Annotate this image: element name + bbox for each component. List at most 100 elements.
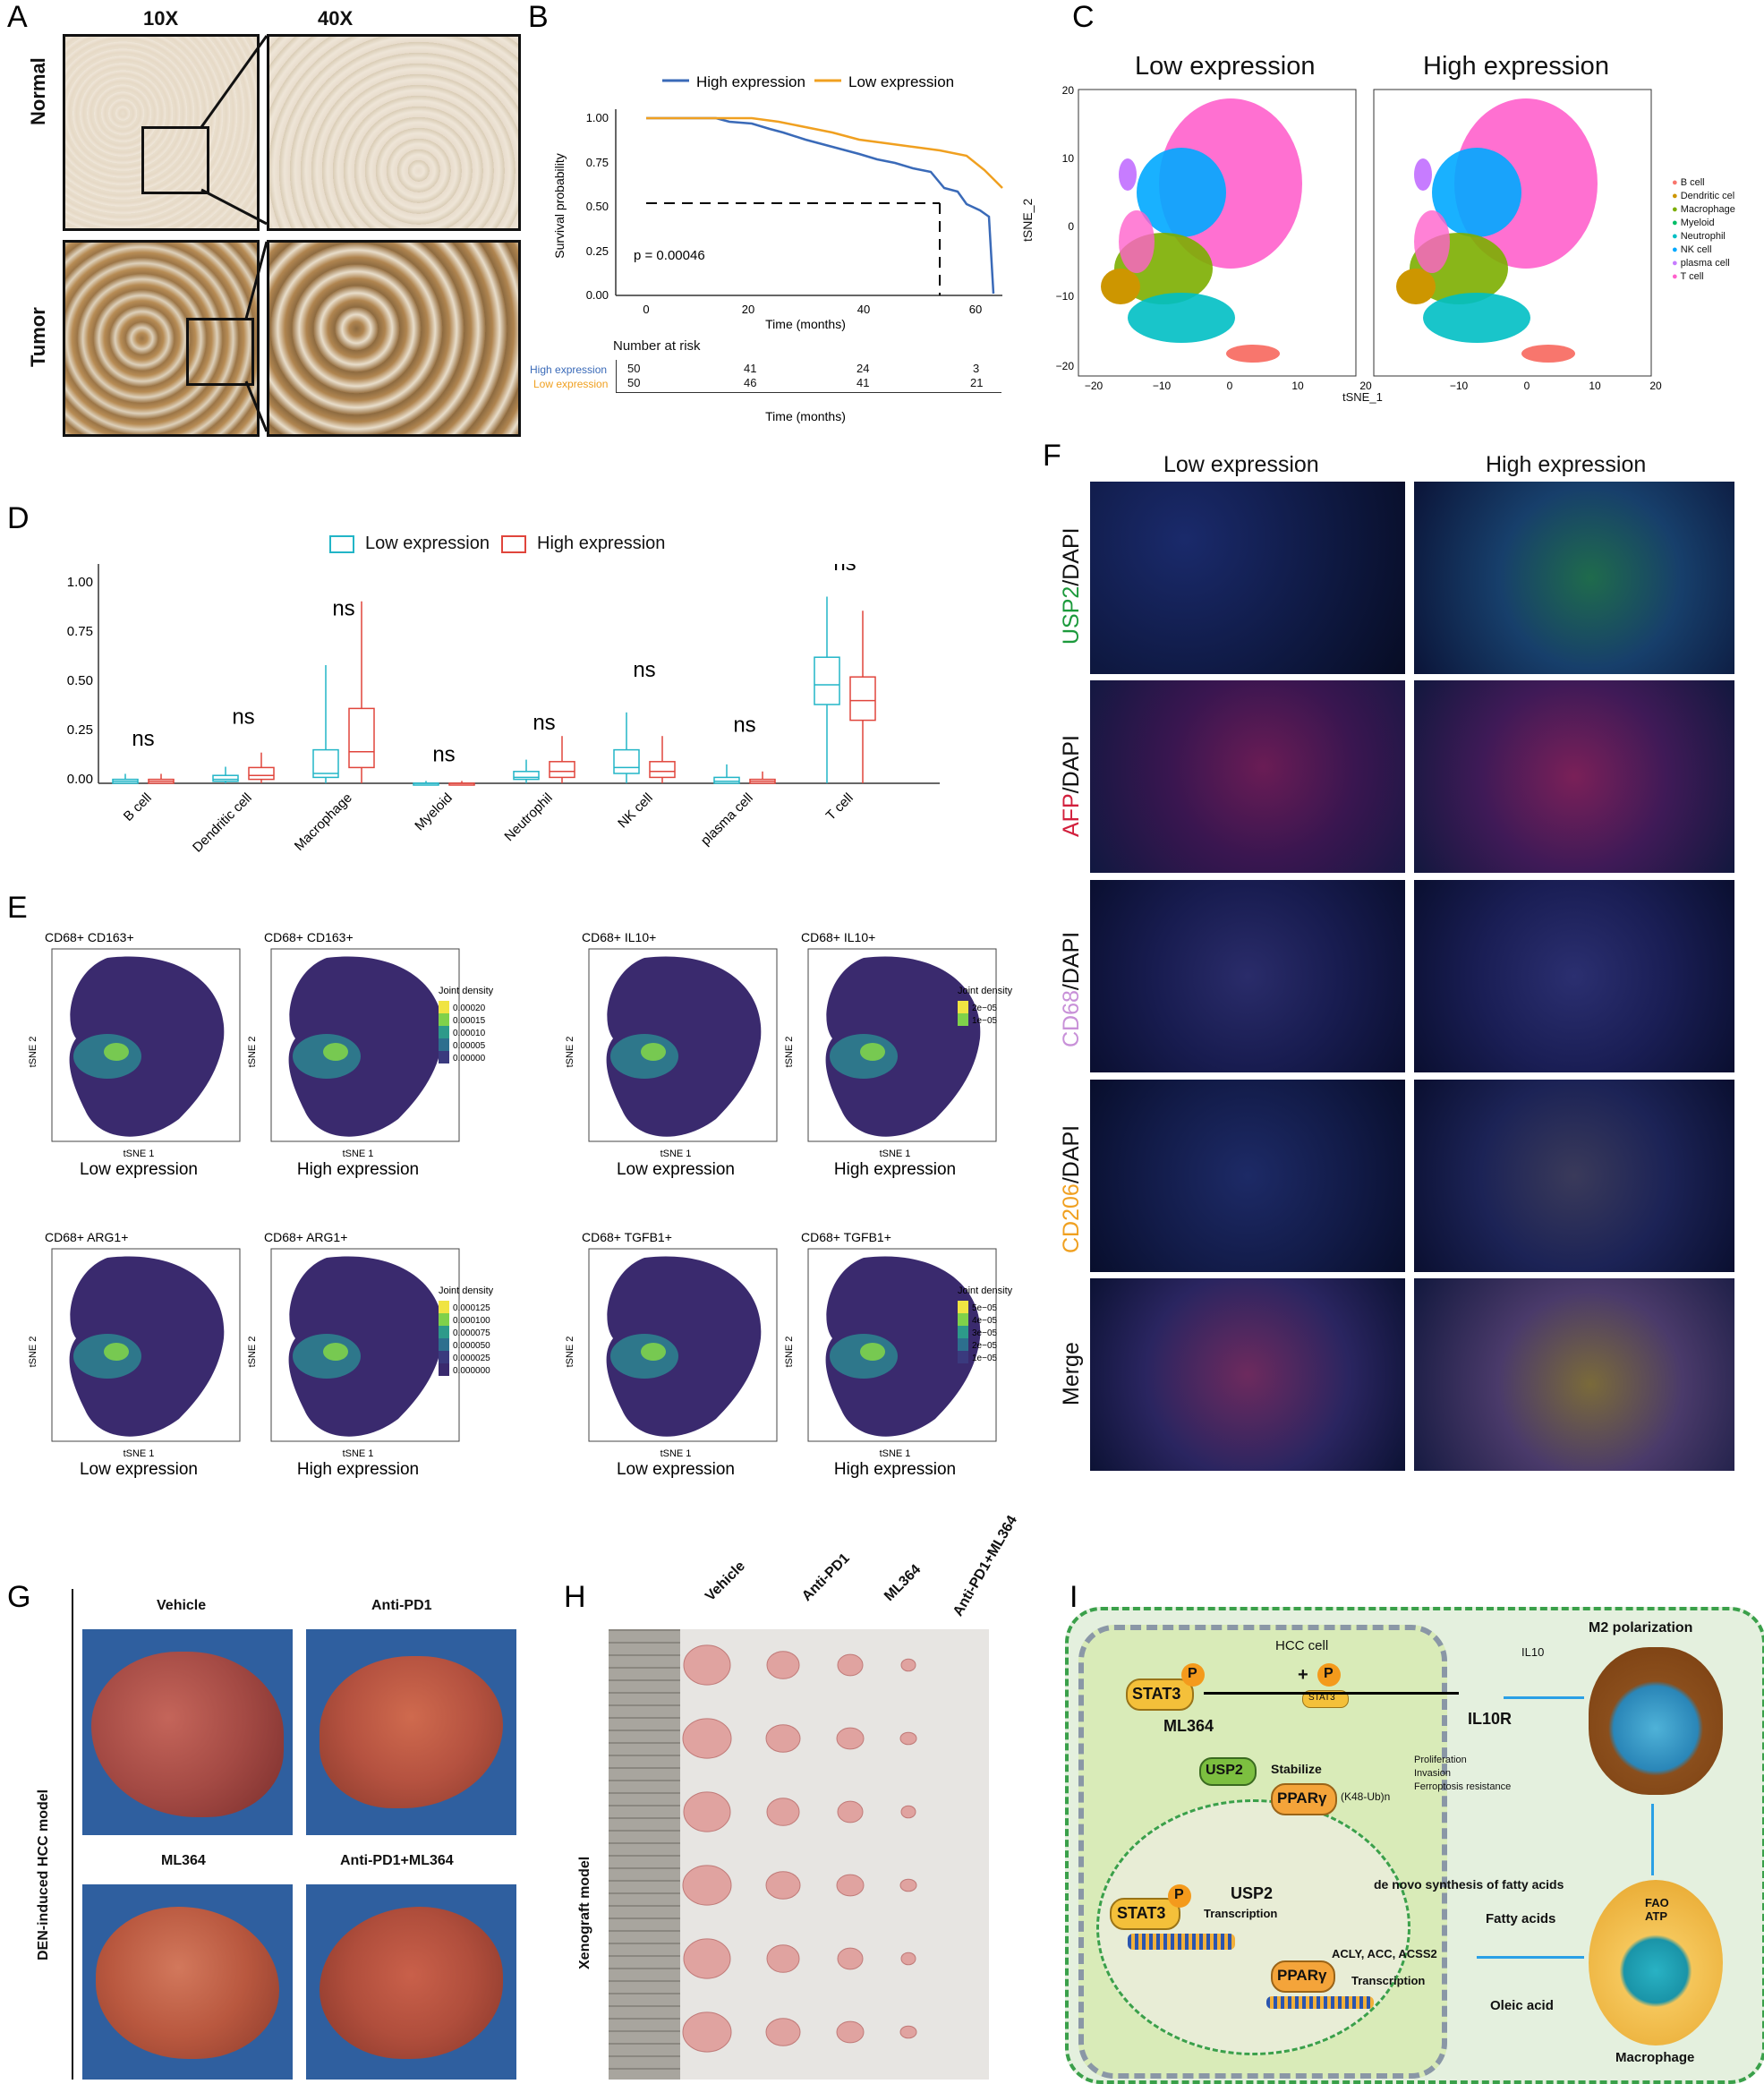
box-body	[549, 761, 575, 779]
d-legend-high: High expression	[537, 534, 666, 553]
density-xaxis: tSNE 1	[660, 1448, 692, 1459]
b-xtick-1: 20	[742, 303, 754, 316]
b-xtick-0: 0	[643, 303, 649, 316]
b-pvalue: p = 0.00046	[634, 248, 705, 263]
tumor-sample	[683, 1791, 731, 1832]
ihc-normal-40x	[267, 34, 521, 231]
tumor-sample	[837, 1800, 864, 1824]
i-plus: +	[1298, 1665, 1308, 1685]
d-ytick-0: 0.00	[67, 772, 93, 787]
usp2-high-image	[1414, 482, 1734, 674]
density-legend-value: 0.00015	[453, 1016, 486, 1026]
d-x-label: Macrophage	[292, 790, 355, 854]
i-ppar-nuc: PPARγ	[1271, 1960, 1335, 1993]
density-plots-e: CD68+ CD163+ tSNE 1 tSNE 2 Low expression CD…	[28, 930, 1013, 1479]
density-legend-swatch	[439, 1301, 449, 1313]
merge-low-image	[1090, 1278, 1405, 1471]
i-il10r: IL10R	[1468, 1710, 1513, 1728]
d-x-label: B cell	[121, 790, 155, 824]
density-peak	[641, 1343, 666, 1361]
d-ytick-2: 0.50	[67, 673, 93, 688]
density-peak	[860, 1343, 885, 1361]
panel-label-h: H	[564, 1580, 586, 1614]
density-legend: Joint density 5e−05 4e−05 3e−05 2e−05 1e−05	[958, 1285, 1013, 1363]
c-ytick-0: 20	[1062, 85, 1075, 97]
risk-high-0: 50	[627, 362, 641, 375]
d-ytick-1: 0.25	[67, 722, 93, 738]
i-fao: FAO	[1645, 1896, 1669, 1909]
d-x-labels: B cell Dendritic cell Macrophage Myeloid Neu…	[121, 790, 856, 856]
c-xtick-h4: 20	[1649, 380, 1662, 392]
density-legend-swatch	[439, 1013, 449, 1026]
f-row-cd68: CD68/DAPI	[1059, 931, 1084, 1047]
i-hcc-label: HCC cell	[1275, 1638, 1329, 1653]
box-body	[212, 774, 239, 782]
c-ytick-4: −20	[1056, 360, 1075, 372]
density-title: CD68+ IL10+	[582, 930, 656, 944]
cd68-high-image	[1414, 880, 1734, 1072]
panel-label-d: D	[7, 501, 30, 535]
tumor-sample	[836, 1874, 865, 1897]
liver-combo-photo	[306, 1884, 516, 2080]
xenograft-photo	[609, 1629, 989, 2080]
i-p-nuc: P	[1168, 1884, 1191, 1908]
d-legend-low: Low expression	[365, 534, 490, 553]
density-peak	[104, 1343, 129, 1361]
density-peak	[104, 1043, 129, 1061]
panel-label-f: F	[1043, 439, 1061, 473]
c-ylabel: tSNE_2	[1020, 198, 1035, 242]
i-p-free: P	[1317, 1663, 1341, 1687]
d-ytick-3: 0.75	[67, 624, 93, 639]
f-row-merge: Merge	[1059, 1342, 1084, 1405]
d-ytick-4: 1.00	[67, 575, 93, 590]
density-legend-value: 5e−05	[972, 1303, 998, 1313]
c-xtick-l4: 20	[1359, 380, 1372, 392]
panel-label-e: E	[7, 891, 28, 925]
density-yaxis: tSNE 2	[247, 1037, 258, 1068]
density-subtitle: Low expression	[80, 1460, 198, 1479]
b-xtick-2: 40	[857, 303, 870, 316]
density-title: CD68+ CD163+	[264, 930, 354, 944]
h-col-1: Anti-PD1	[799, 1550, 853, 1605]
c-legend-2: Macrophage	[1680, 204, 1735, 215]
g-divider	[72, 1589, 73, 2080]
km-chart: High expression Low expression 0.00 0.25…	[552, 73, 1003, 423]
c-ytick-1: 10	[1062, 152, 1075, 165]
tumor-sample	[766, 1944, 800, 1973]
box-body	[248, 766, 275, 781]
density-plot: CD68+ TGFB1+ tSNE 1 tSNE 2 Low expression	[565, 1230, 778, 1479]
density-xaxis: tSNE 1	[124, 1448, 155, 1459]
density-legend-value: 2e−05	[972, 1341, 998, 1351]
ihc-normal-10x	[63, 34, 260, 231]
i-k48: (K48-Ub)n	[1341, 1790, 1391, 1803]
tumor-sample	[766, 1651, 800, 1679]
box-body	[649, 761, 676, 779]
density-blob	[288, 956, 444, 1137]
density-xaxis: tSNE 1	[124, 1149, 155, 1159]
density-xaxis: tSNE 1	[343, 1448, 374, 1459]
density-legend-swatch	[439, 1313, 449, 1326]
zoom-box-tumor	[186, 318, 254, 386]
c-xtick-h3: 10	[1589, 380, 1601, 392]
i-stat3-top: STAT3	[1126, 1678, 1194, 1711]
i-atp: ATP	[1645, 1909, 1668, 1923]
density-legend-swatch	[439, 1026, 449, 1038]
km-curve-low	[646, 116, 1003, 189]
i-outcome-0: Proliferation	[1414, 1755, 1467, 1765]
c-title-high: High expression	[1423, 52, 1609, 81]
b-ylabel: Survival probability	[552, 153, 567, 259]
i-dna-2	[1266, 1996, 1374, 2009]
density-title: CD68+ ARG1+	[264, 1230, 347, 1244]
c-legend-4: Neutrophil	[1680, 231, 1726, 242]
cd206-low-image	[1090, 1080, 1405, 1272]
i-transcription-1: Transcription	[1204, 1907, 1278, 1920]
risk-row-low: Low expression	[533, 378, 609, 390]
density-legend: Joint density 0.00020 0.00015 0.00010 0.0000…	[439, 986, 494, 1063]
tumor-sample	[765, 2018, 801, 2046]
density-subtitle: Low expression	[617, 1160, 735, 1179]
tumor-sample	[900, 1805, 916, 1819]
panel-label-g: G	[7, 1580, 31, 1614]
f-col-high: High expression	[1486, 452, 1647, 477]
i-macrophage-icon	[1589, 1880, 1723, 2046]
density-blob	[69, 1256, 225, 1437]
